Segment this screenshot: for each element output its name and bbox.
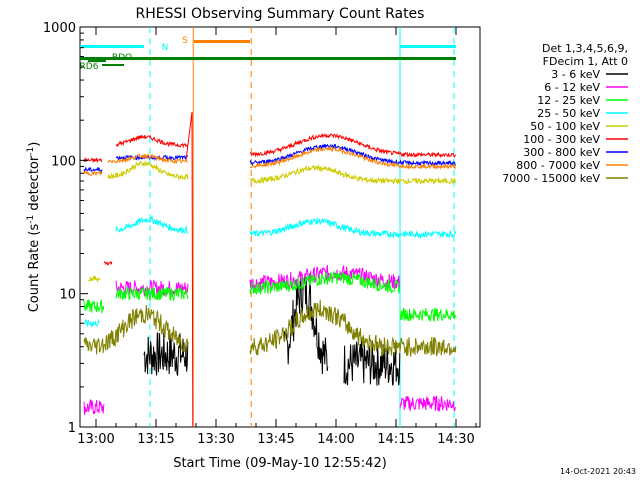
rd6-flag-bar <box>102 64 124 66</box>
legend-label-9: 7000 - 15000 keV <box>502 172 600 185</box>
legend-label-4: 25 - 50 keV <box>537 107 600 120</box>
series-line-3 <box>83 271 457 323</box>
legend-header-2: FDecim 1, Att 0 <box>543 55 628 68</box>
series-line-9 <box>83 299 457 358</box>
y-tick-label: 1 <box>68 421 76 436</box>
series-line-4 <box>83 214 457 328</box>
y-tick-label: 10 <box>59 288 76 303</box>
legend-header-1: Det 1,3,4,5,6,9, <box>542 42 628 55</box>
series-line-5 <box>87 160 457 284</box>
observing-flags: N S RDO RD6 <box>80 27 456 427</box>
legend-label-8: 800 - 7000 keV <box>516 159 600 172</box>
flag-label: RDO <box>112 53 132 63</box>
x-tick-label: 13:30 <box>197 432 234 447</box>
series-line-7 <box>83 143 457 173</box>
saa-flag-bar <box>194 40 250 43</box>
legend-label-7: 300 - 800 keV <box>523 146 600 159</box>
series-layer <box>83 112 457 427</box>
x-tick-label: 14:00 <box>317 432 354 447</box>
x-axis-label: Start Time (09-May-10 12:55:42) <box>173 456 387 471</box>
decimation-flag-bar <box>80 57 456 60</box>
x-tick-label: 14:15 <box>377 432 414 447</box>
rdo-flag-bar <box>88 60 106 62</box>
y-axis-label: Count Rate (s-1 detector-1) <box>26 142 42 313</box>
series-line-6 <box>83 132 456 266</box>
series-line-8 <box>83 145 457 177</box>
y-tick-label: 1000 <box>43 21 76 36</box>
legend-label-6: 100 - 300 keV <box>523 133 600 146</box>
timestamp: 14-Oct-2021 20:43 <box>560 467 636 476</box>
entry-spike <box>185 112 194 427</box>
flag-label: S <box>182 36 188 46</box>
legend-label-1: 3 - 6 keV <box>551 68 600 81</box>
flag-label: RD6 <box>80 62 99 72</box>
legend: Det 1,3,4,5,6,9, FDecim 1, Att 0 3 - 6 k… <box>502 42 628 185</box>
legend-label-2: 6 - 12 keV <box>544 81 600 94</box>
x-tick-label: 13:15 <box>137 432 174 447</box>
legend-label-3: 12 - 25 keV <box>537 94 600 107</box>
night-flag-bar <box>80 45 144 48</box>
axis-layer: 13:00 13:15 13:30 13:45 14:00 14:15 14:30 1 10 10… <box>43 21 477 447</box>
night-flag-bar <box>400 45 456 48</box>
flag-label: N <box>162 43 169 53</box>
x-tick-label: 13:00 <box>77 432 114 447</box>
chart-title: RHESSI Observing Summary Count Rates <box>136 6 425 22</box>
legend-label-5: 50 - 100 keV <box>530 120 600 133</box>
plot-frame <box>79 26 481 428</box>
y-tick-label: 100 <box>51 154 76 169</box>
x-tick-label: 14:30 <box>437 432 474 447</box>
x-tick-label: 13:45 <box>257 432 294 447</box>
